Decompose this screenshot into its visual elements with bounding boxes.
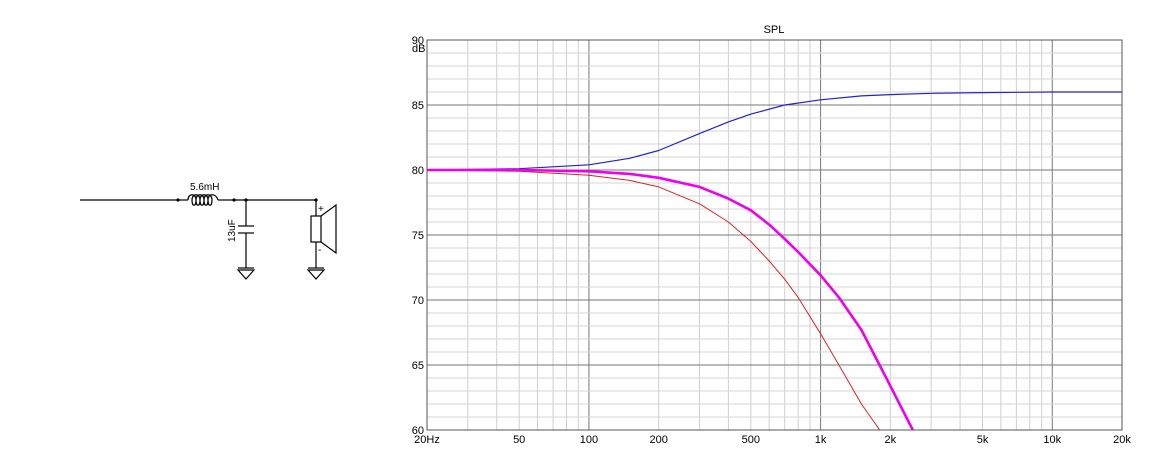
x-tick-label: 5k: [977, 434, 989, 446]
x-tick-label: 100: [580, 434, 598, 446]
x-tick-label: 50: [513, 434, 525, 446]
series-line-1: [426, 91, 1122, 171]
plot-frame: [426, 39, 1123, 431]
chart-ticks: 20Hz 50 100 200 500 1k 2k 5k 10k 20k 60 65 70 75 80 85 9…: [412, 35, 1132, 446]
x-tick-label: 2k: [885, 434, 897, 446]
speaker-plus-label: +: [318, 204, 324, 215]
y-tick-label: 85: [412, 100, 424, 112]
x-tick-label: 20Hz: [414, 434, 440, 446]
chart-grid: [426, 39, 1123, 431]
y-tick-label: 70: [412, 295, 424, 307]
ground-icon: [306, 267, 326, 280]
series-line-3: [427, 168, 914, 431]
y-tick-label: 75: [412, 230, 424, 242]
capacitor-label: 13uF: [227, 219, 238, 242]
chart-title: SPL: [764, 24, 785, 36]
inductor-coil: [187, 194, 219, 206]
crossover-schematic: 5.6mH 13uF + -: [80, 182, 337, 280]
x-tick-label: 200: [649, 434, 667, 446]
x-tick-label: 20k: [1113, 434, 1131, 446]
x-tick-label: 10k: [1043, 434, 1061, 446]
speaker-minus-label: -: [318, 245, 321, 256]
y-tick-label: 60: [412, 425, 424, 437]
chart-series: [426, 91, 1122, 431]
inductor-label: 5.6mH: [190, 182, 219, 193]
y-tick-label: 90: [412, 35, 424, 47]
x-tick-label: 1k: [815, 434, 827, 446]
ground-icon: [236, 267, 256, 280]
y-unit-label: dB: [412, 43, 425, 55]
y-tick-label: 65: [412, 360, 424, 372]
junction-dot: [314, 198, 318, 202]
y-tick-label: 80: [412, 165, 424, 177]
x-tick-label: 500: [742, 434, 760, 446]
series-line-2: [426, 169, 881, 431]
